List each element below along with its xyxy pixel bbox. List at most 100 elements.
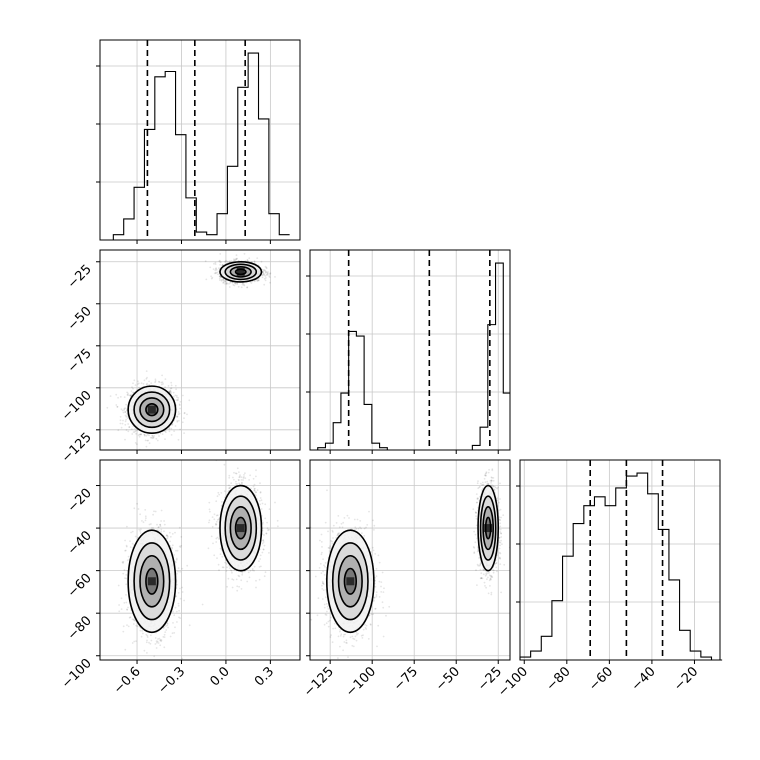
sample-point — [224, 261, 226, 263]
sample-point — [160, 520, 163, 522]
sample-point — [229, 486, 232, 488]
sample-point — [146, 652, 148, 654]
sample-point — [259, 482, 261, 485]
contour — [219, 260, 263, 283]
sample-point — [256, 280, 259, 283]
contour — [145, 402, 159, 417]
sample-point — [254, 487, 256, 490]
sample-point — [143, 379, 146, 382]
sample-point — [163, 646, 166, 649]
sample-point — [165, 625, 167, 627]
sample-point — [212, 268, 215, 271]
sample-point — [126, 624, 128, 626]
sample-point — [158, 380, 160, 383]
sample-point — [124, 549, 126, 552]
sample-point — [173, 614, 176, 617]
sample-point — [125, 418, 127, 421]
sample-point — [131, 542, 134, 545]
sample-point — [171, 547, 173, 550]
sample-point — [120, 608, 123, 610]
sample-point — [256, 279, 258, 282]
sample-point — [186, 413, 188, 416]
sample-point — [157, 526, 160, 529]
sample-point — [229, 281, 232, 284]
sample-point — [164, 378, 167, 380]
sample-point — [153, 510, 155, 513]
sample-point — [253, 260, 256, 263]
sample-point — [176, 415, 179, 418]
sample-point — [147, 439, 150, 442]
sample-point — [239, 474, 241, 477]
sample-point — [158, 435, 160, 437]
sample-point — [181, 421, 184, 424]
sample-point — [234, 282, 237, 284]
sample-point — [121, 409, 124, 412]
sample-point — [216, 271, 219, 274]
sample-point — [119, 419, 122, 422]
sample-point — [240, 479, 243, 481]
sample-point — [169, 390, 172, 393]
sample-point — [180, 536, 183, 538]
sample-point — [157, 642, 160, 644]
sample-point — [137, 383, 139, 385]
sample-point — [176, 419, 179, 422]
sample-point — [219, 253, 222, 255]
sample-point — [218, 275, 221, 278]
sample-point — [160, 640, 163, 643]
sample-point — [159, 638, 162, 641]
sample-point — [130, 393, 133, 396]
sample-point — [235, 483, 237, 485]
sample-point — [214, 271, 217, 274]
sample-point — [233, 284, 236, 287]
sample-point — [135, 432, 138, 435]
sample-point — [140, 528, 142, 531]
sample-point — [160, 381, 163, 384]
sample-point — [220, 261, 222, 263]
sample-point — [154, 637, 157, 639]
sample-point — [152, 436, 155, 439]
sample-point — [143, 433, 146, 436]
sample-point — [133, 507, 136, 510]
sample-point — [166, 534, 168, 537]
sample-point — [265, 274, 268, 276]
histogram-p1 — [310, 262, 510, 451]
sample-point — [253, 280, 256, 283]
sample-point — [140, 635, 143, 638]
sample-point — [241, 283, 244, 286]
sample-point — [126, 609, 129, 611]
sample-point — [188, 399, 191, 402]
sample-point — [130, 390, 133, 392]
sample-point — [172, 391, 175, 394]
sample-point — [238, 575, 241, 578]
sample-point — [131, 386, 133, 388]
sample-point — [144, 515, 147, 518]
contour — [139, 397, 165, 423]
sample-point — [122, 572, 125, 575]
sample-point — [174, 425, 177, 427]
sample-point — [267, 273, 269, 275]
sample-point — [119, 396, 122, 398]
sample-point — [232, 283, 235, 286]
sample-point — [170, 434, 173, 436]
sample-point — [138, 382, 140, 385]
sample-point — [152, 436, 155, 438]
sample-point — [176, 549, 179, 552]
sample-point — [235, 258, 238, 261]
sample-point — [142, 521, 145, 524]
sample-point — [140, 433, 143, 435]
sample-point — [264, 275, 267, 277]
sample-point — [264, 265, 267, 268]
sample-point — [135, 640, 137, 642]
sample-point — [240, 286, 243, 289]
sample-point — [213, 518, 216, 521]
sample-point — [163, 520, 166, 522]
sample-point — [253, 488, 256, 490]
sample-point — [179, 570, 182, 573]
sample-point — [124, 438, 126, 441]
sample-point — [222, 279, 225, 282]
sample-point — [166, 534, 169, 537]
sample-point — [123, 396, 126, 398]
sample-point — [170, 381, 173, 384]
sample-point — [127, 555, 130, 558]
sample-point — [178, 412, 181, 415]
